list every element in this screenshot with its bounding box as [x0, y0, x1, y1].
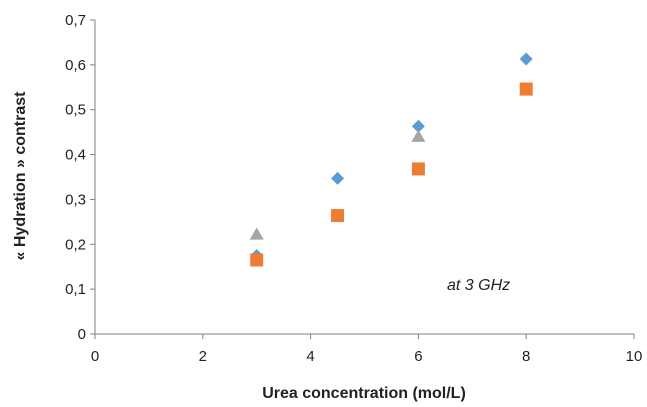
y-tick-label: 0,5: [65, 102, 86, 119]
square-point: [411, 162, 425, 176]
square-point: [250, 253, 264, 267]
diamond-point: [331, 171, 345, 185]
y-tick-label: 0,4: [65, 147, 86, 164]
x-tick-label: 2: [199, 348, 207, 365]
triangle-point: [249, 227, 264, 240]
x-tick-label: 8: [522, 348, 530, 365]
x-axis-ticks: 0 2 4 6 8 10: [91, 334, 643, 365]
y-tick-label: 0,6: [65, 57, 86, 74]
triangle-point: [411, 129, 426, 142]
annotation-label: at 3 GHz: [447, 277, 510, 294]
x-tick-label: 10: [626, 348, 643, 365]
y-axis-title: « Hydration » contrast: [12, 91, 29, 261]
x-tick-label: 4: [306, 348, 314, 365]
y-tick-label: 0,1: [65, 281, 86, 298]
y-tick-label: 0: [78, 326, 86, 343]
data-points: [249, 52, 533, 267]
y-axis-ticks: 0 0,1 0,2 0,3 0,4 0,5 0,6 0,7: [65, 12, 95, 343]
diamond-point: [411, 119, 425, 133]
x-axis-title: Urea concentration (mol/L): [262, 385, 466, 402]
y-tick-label: 0,7: [65, 12, 86, 29]
x-tick-label: 6: [414, 348, 422, 365]
x-tick-label: 0: [91, 348, 99, 365]
square-point: [519, 82, 533, 96]
y-tick-label: 0,3: [65, 191, 86, 208]
diamond-point: [519, 52, 533, 66]
y-tick-label: 0,2: [65, 236, 86, 253]
square-point: [331, 209, 345, 223]
